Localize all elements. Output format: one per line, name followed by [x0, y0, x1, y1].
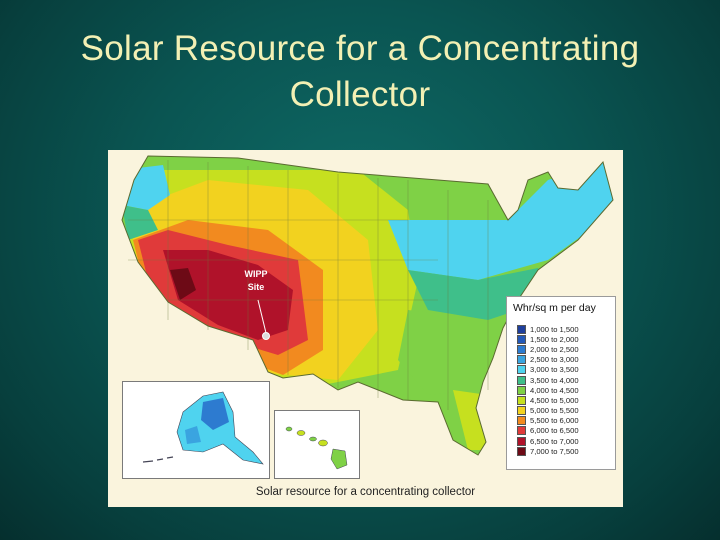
- legend-item: 3,000 to 3,500: [517, 365, 615, 375]
- legend-swatch: [517, 416, 526, 426]
- zone-7000-7500: [170, 268, 196, 300]
- map-legend: Whr/sq m per day 1,000 to 1,500 1,500 to …: [506, 296, 616, 470]
- legend-item: 6,000 to 6,500: [517, 426, 615, 436]
- wipp-label-line: Site: [247, 282, 265, 292]
- state-boundaries: [128, 160, 489, 410]
- legend-item: 7,000 to 7,500: [517, 446, 615, 456]
- legend-label: 5,500 to 6,000: [530, 416, 579, 426]
- legend-swatch: [517, 426, 526, 436]
- legend-swatch: [517, 406, 526, 416]
- legend-label: 1,500 to 2,000: [530, 334, 579, 344]
- legend-swatch: [517, 324, 526, 334]
- legend-swatch: [517, 446, 526, 456]
- slide-title-line-2: Collector: [289, 75, 431, 114]
- hawaii-map: [285, 426, 348, 470]
- legend-label: 4,000 to 4,500: [530, 385, 579, 395]
- legend-swatch: [517, 365, 526, 375]
- wipp-pointer-line: [257, 299, 267, 334]
- legend-label: 1,000 to 1,500: [530, 324, 579, 334]
- legend-items: 1,000 to 1,500 1,500 to 2,000 2,000 to 2,5…: [507, 318, 615, 456]
- legend-item: 2,000 to 2,500: [517, 344, 615, 354]
- zone-great-lakes: [388, 160, 613, 280]
- legend-label: 7,000 to 7,500: [530, 446, 579, 456]
- legend-item: 5,500 to 6,000: [517, 416, 615, 426]
- map-caption: Solar resource for a concentrating colle…: [255, 486, 476, 498]
- legend-label: 3,500 to 4,000: [530, 375, 579, 385]
- hawaii-inset: [274, 410, 360, 479]
- slide-title-line-1: Solar Resource for a Concentrating: [80, 29, 640, 68]
- wipp-site-label: WIPP Site: [234, 268, 278, 294]
- zone-6500-7000: [163, 250, 293, 340]
- wipp-site-marker: [262, 332, 270, 340]
- legend-swatch: [517, 355, 526, 365]
- legend-swatch: [517, 334, 526, 344]
- legend-item: 5,000 to 5,500: [517, 406, 615, 416]
- legend-item: 1,500 to 2,000: [517, 334, 615, 344]
- legend-swatch: [517, 344, 526, 354]
- legend-label: 4,500 to 5,000: [530, 395, 579, 405]
- slide-title: Solar Resource for a Concentrating Collec…: [0, 26, 720, 118]
- legend-label: 3,000 to 3,500: [530, 365, 579, 375]
- legend-item: 6,500 to 7,000: [517, 436, 615, 446]
- wipp-label-line: WIPP: [244, 269, 268, 279]
- legend-title: Whr/sq m per day: [513, 302, 596, 314]
- us-outline: [121, 155, 614, 456]
- legend-item: 4,000 to 4,500: [517, 385, 615, 395]
- zone-southeast: [398, 310, 508, 395]
- legend-item: 2,500 to 3,000: [517, 355, 615, 365]
- legend-label: 6,500 to 7,000: [530, 436, 579, 446]
- alaska-map: [142, 391, 264, 465]
- legend-swatch: [517, 385, 526, 395]
- legend-swatch: [517, 375, 526, 385]
- legend-item: 1,000 to 1,500: [517, 324, 615, 334]
- legend-label: 2,000 to 2,500: [530, 344, 579, 354]
- legend-swatch: [517, 436, 526, 446]
- solar-resource-map: WIPP Site Whr/sq m per day 1,000 to 1,500…: [108, 150, 623, 507]
- zone-pacific-nw-edge: [122, 205, 158, 240]
- alaska-inset: [122, 381, 270, 479]
- legend-label: 5,000 to 5,500: [530, 406, 579, 416]
- legend-label: 6,000 to 6,500: [530, 426, 579, 436]
- legend-item: 4,500 to 5,000: [517, 395, 615, 405]
- legend-swatch: [517, 395, 526, 405]
- us-map-graphic: [121, 155, 614, 456]
- legend-label: 2,500 to 3,000: [530, 355, 579, 365]
- legend-item: 3,500 to 4,000: [517, 375, 615, 385]
